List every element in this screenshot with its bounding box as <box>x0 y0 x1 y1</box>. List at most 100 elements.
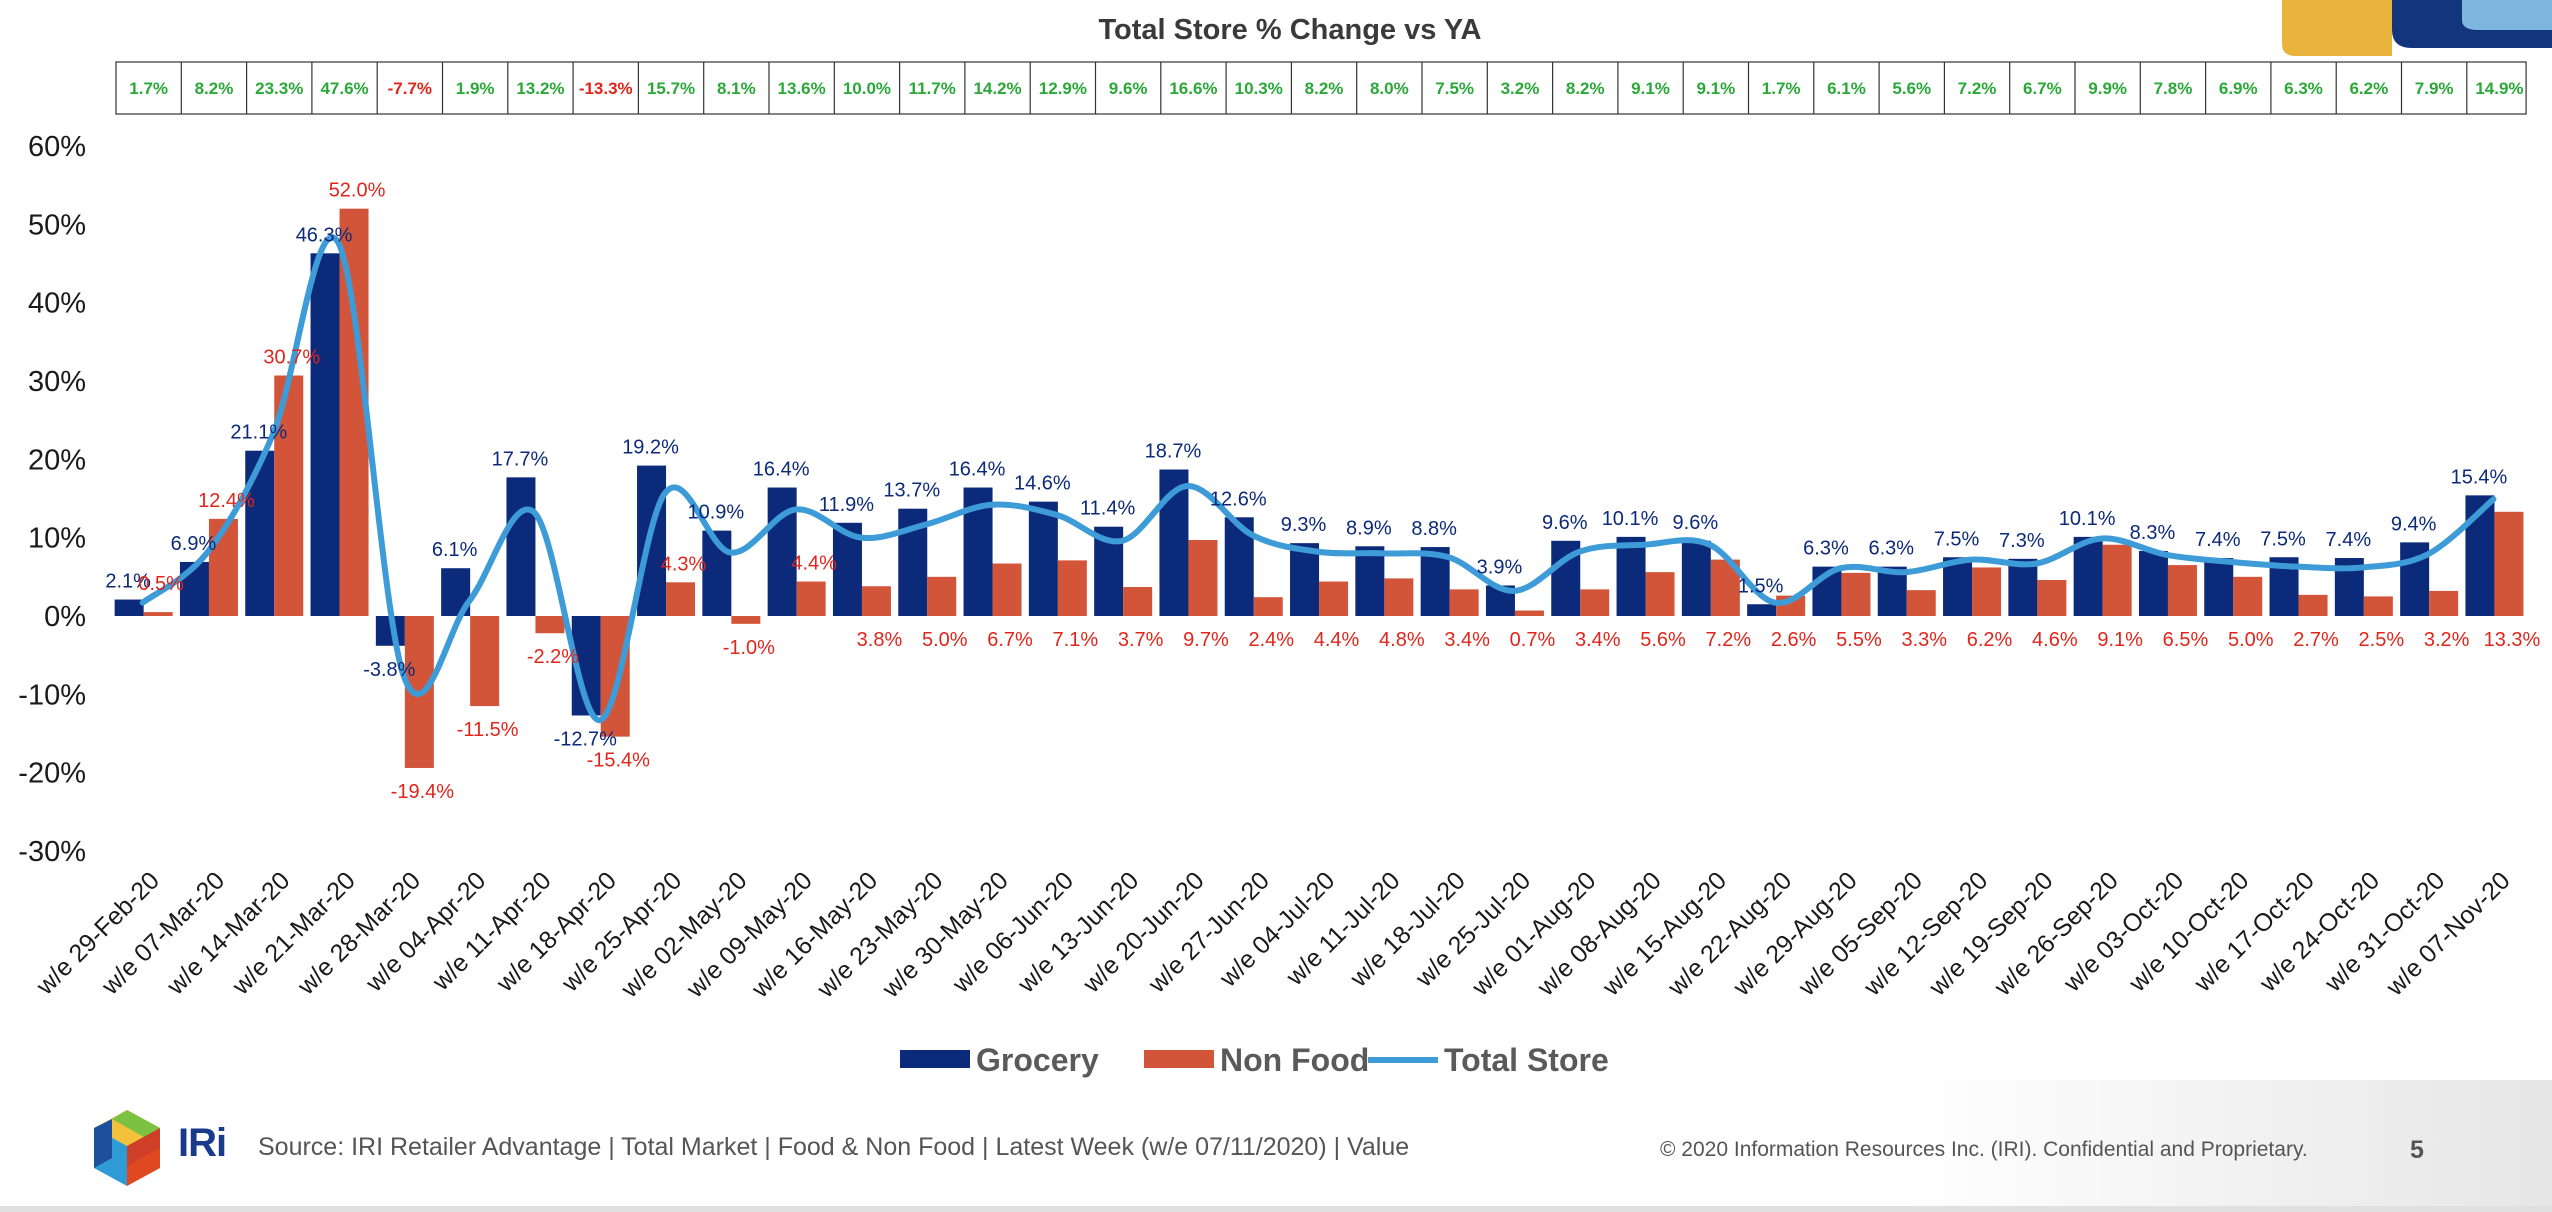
grocery-data-label: 9.6% <box>1673 512 1719 534</box>
non-food-data-label: 2.4% <box>1248 629 1294 651</box>
non-food-data-label: 7.2% <box>1706 629 1752 651</box>
grocery-data-label: 14.6% <box>1014 473 1071 495</box>
table-cell-value: 5.6% <box>1892 79 1931 98</box>
grocery-data-label: 17.7% <box>492 448 549 470</box>
table-cell-value: 9.6% <box>1109 79 1148 98</box>
y-axis: 60% 50% 40% 30% 20% 10% 0% -10% -20% -30% <box>18 131 86 868</box>
y-tick-label: 0% <box>44 601 86 633</box>
grocery-bar <box>1355 546 1385 616</box>
table-cell-value: 11.7% <box>909 79 956 98</box>
non-food-data-label: 6.5% <box>2163 629 2209 651</box>
x-axis: w/e 29-Feb-20w/e 07-Mar-20w/e 14-Mar-20w… <box>30 866 2515 1003</box>
grocery-data-label: 13.7% <box>883 480 940 502</box>
table-cell-value: 23.3% <box>255 79 303 98</box>
non-food-data-label: 2.6% <box>1771 629 1817 651</box>
non-food-data-label: 4.4% <box>1314 629 1360 651</box>
grocery-data-label: 16.4% <box>753 459 810 481</box>
grocery-data-label: 9.3% <box>1281 514 1327 536</box>
y-tick-label: -30% <box>18 836 86 868</box>
non-food-bar <box>535 616 565 634</box>
grocery-data-label: 8.8% <box>1411 518 1457 540</box>
y-tick-label: 20% <box>28 444 86 476</box>
table-cell-value: 8.2% <box>195 79 234 98</box>
grocery-data-label: 46.3% <box>296 224 353 246</box>
non-food-bar <box>2233 576 2263 616</box>
footer-divider <box>0 1206 2552 1212</box>
grocery-data-label: 7.5% <box>2260 528 2306 550</box>
grocery-bar <box>1943 557 1973 616</box>
non-food-bar <box>2037 579 2067 616</box>
table-cell-value: 1.7% <box>1762 79 1801 98</box>
light-blue-shape <box>2462 0 2552 30</box>
non-food-data-label: -11.5% <box>457 719 519 741</box>
non-food-data-label: 3.3% <box>1901 629 1947 651</box>
non-food-bar <box>2102 544 2132 616</box>
non-food-data-label: 2.5% <box>2359 629 2405 651</box>
non-food-bar <box>143 612 173 616</box>
table-cell-value: 8.0% <box>1370 79 1409 98</box>
non-food-data-label: -2.2% <box>527 646 579 668</box>
iri-cube-logo-icon <box>92 1108 162 1188</box>
table-cell-value: 47.6% <box>320 79 368 98</box>
non-food-bar <box>1972 567 2002 616</box>
non-food-bar <box>2494 511 2524 616</box>
grocery-data-label: 9.6% <box>1542 512 1588 534</box>
non-food-bar <box>2429 590 2459 616</box>
grocery-bar <box>245 450 275 616</box>
table-cell-value: 12.9% <box>1039 79 1087 98</box>
non-food-data-label: -15.4% <box>587 750 651 772</box>
non-food-bar <box>2298 594 2328 616</box>
chart: 1.7% 8.2% 23.3% 47.6% -7.7% 1.9% 13.2% -13.3% 15… <box>18 61 2541 1078</box>
grocery-data-label: 7.5% <box>1934 528 1980 550</box>
table-cell-value: 14.2% <box>973 79 1021 98</box>
table-cell-value: 8.2% <box>1305 79 1344 98</box>
non-food-bar <box>1645 572 1675 616</box>
footer-shade <box>1902 1080 2552 1212</box>
non-food-bar <box>1384 578 1414 616</box>
non-food-data-label: 6.2% <box>1967 629 2013 651</box>
table-cell-value: 8.1% <box>717 79 756 98</box>
copyright-note: © 2020 Information Resources Inc. (IRI).… <box>1660 1138 2308 1161</box>
grocery-data-label: 8.9% <box>1346 517 1392 539</box>
table-cell-value: 1.7% <box>129 79 168 98</box>
grocery-data-label: 6.9% <box>171 533 217 555</box>
source-note: Source: IRI Retailer Advantage | Total M… <box>258 1133 1410 1161</box>
table-cell-value: -13.3% <box>579 79 633 98</box>
grocery-bar <box>114 599 144 616</box>
table-cell-value: 3.2% <box>1501 79 1540 98</box>
non-food-bar <box>1906 590 1936 616</box>
grocery-data-label: 9.4% <box>2391 513 2437 535</box>
table-cell-value: 7.8% <box>2154 79 2193 98</box>
non-food-data-label: 5.6% <box>1640 629 1686 651</box>
grocery-data-label: 11.9% <box>819 494 874 516</box>
non-food-bar <box>470 616 500 707</box>
non-food-bar <box>1841 572 1871 616</box>
table-cell-value: 13.6% <box>778 79 826 98</box>
table-frame <box>115 61 2527 115</box>
grocery-data-label: 6.3% <box>1803 538 1849 560</box>
corner-brand-shapes <box>2282 0 2552 56</box>
chart-title: Total Store % Change vs YA <box>1098 14 1482 46</box>
non-food-bar <box>992 563 1022 616</box>
table-cell-value: 7.2% <box>1958 79 1997 98</box>
table-cell-value: 6.9% <box>2219 79 2258 98</box>
grocery-bar <box>1681 540 1711 616</box>
non-food-data-label: -1.0% <box>723 637 775 659</box>
grocery-data-label: 21.1% <box>230 422 287 444</box>
legend-non-food-label: Non Food <box>1220 1042 1369 1078</box>
grocery-data-label: -12.7% <box>554 728 618 750</box>
grocery-bar <box>310 253 340 617</box>
non-food-bar <box>1253 597 1283 616</box>
grocery-data-label: 15.4% <box>2451 466 2508 488</box>
grocery-data-label: 10.1% <box>1602 508 1659 530</box>
grocery-data-label: 6.3% <box>1868 538 1914 560</box>
corner-brand-graphic <box>2282 0 2552 62</box>
table-cell-value: 9.1% <box>1631 79 1670 98</box>
grocery-data-label: 2.1% <box>105 571 151 593</box>
grocery-data-label: 6.1% <box>432 539 478 561</box>
grocery-data-label: 7.3% <box>1999 530 2045 552</box>
grocery-data-label: 10.9% <box>687 502 744 524</box>
table-cell-value: 6.2% <box>2349 79 2388 98</box>
non-food-data-label: 52.0% <box>329 180 386 202</box>
